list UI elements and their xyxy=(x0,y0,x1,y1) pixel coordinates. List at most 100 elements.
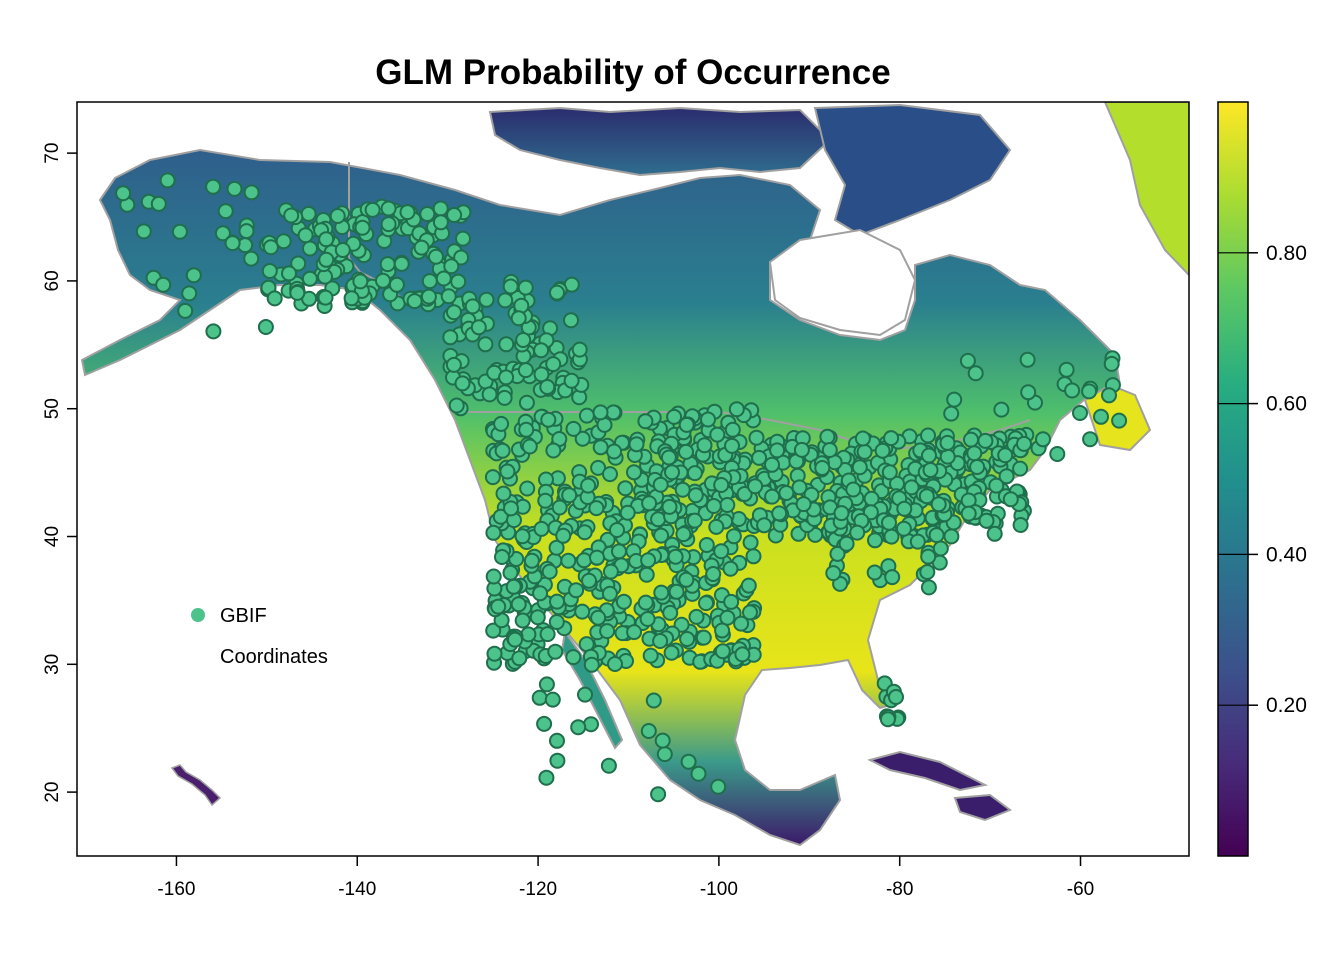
occurrence-point xyxy=(856,443,873,460)
occurrence-point xyxy=(728,401,745,418)
occurrence-point xyxy=(563,372,580,389)
occurrence-point xyxy=(615,593,632,610)
legend: GBIF Coordinates xyxy=(191,605,328,668)
occurrence-point xyxy=(352,273,369,290)
occurrence-point xyxy=(380,200,397,217)
occurrence-point xyxy=(642,647,659,664)
occurrence-point xyxy=(1081,383,1098,400)
occurrence-point xyxy=(224,235,241,252)
occurrence-point xyxy=(281,265,297,282)
occurrence-point xyxy=(884,569,901,586)
colorbar-ticks: 0.20 0.40 0.60 0.80 xyxy=(1218,242,1307,717)
occurrence-point xyxy=(617,480,634,497)
occurrence-point xyxy=(563,312,579,329)
occurrence-point xyxy=(551,499,568,516)
occurrence-point xyxy=(881,464,898,481)
occurrence-point xyxy=(660,449,677,466)
x-axis: -160 -140 -120 -100 -80 -60 xyxy=(157,856,1094,900)
occurrence-point xyxy=(959,352,976,369)
y-tick-label: 70 xyxy=(42,143,63,164)
x-tick-label: -100 xyxy=(700,879,738,900)
occurrence-point xyxy=(455,230,471,247)
x-tick-label: -120 xyxy=(519,879,557,900)
occurrence-point xyxy=(1058,361,1075,378)
colorbar-gradient xyxy=(1217,101,1249,857)
occurrence-point xyxy=(115,185,132,202)
occurrence-point xyxy=(589,549,605,566)
occurrence-point xyxy=(290,255,307,272)
occurrence-point xyxy=(943,405,960,422)
occurrence-point xyxy=(997,447,1014,464)
occurrence-point xyxy=(946,391,963,408)
occurrence-point xyxy=(375,272,391,289)
map-title: GLM Probability of Occurrence xyxy=(375,53,890,92)
occurrence-point xyxy=(481,386,498,403)
occurrence-point xyxy=(428,248,444,265)
occurrence-point xyxy=(602,563,619,580)
occurrence-point xyxy=(742,604,758,621)
occurrence-point xyxy=(545,356,562,373)
occurrence-point xyxy=(606,443,623,460)
occurrence-point xyxy=(740,577,757,594)
occurrence-point xyxy=(226,180,243,197)
occurrence-point xyxy=(1049,446,1066,462)
occurrence-point xyxy=(675,526,692,543)
occurrence-point xyxy=(838,535,855,552)
occurrence-point xyxy=(541,563,558,580)
occurrence-point xyxy=(986,525,1003,542)
occurrence-point xyxy=(666,408,683,425)
occurrence-point xyxy=(626,464,642,481)
occurrence-point xyxy=(1012,460,1029,477)
occurrence-point xyxy=(1101,387,1117,404)
legend-label-line2: Coordinates xyxy=(220,646,328,668)
arctic-islands-landmass xyxy=(488,106,832,177)
occurrence-point xyxy=(734,646,751,663)
occurrence-point xyxy=(1072,405,1088,421)
gbif-points xyxy=(115,172,1128,803)
occurrence-point xyxy=(713,543,730,560)
occurrence-point xyxy=(577,686,593,703)
occurrence-point xyxy=(334,242,351,258)
occurrence-point xyxy=(548,614,565,630)
occurrence-point xyxy=(498,336,515,353)
y-tick-label: 30 xyxy=(42,654,63,675)
occurrence-point xyxy=(700,411,716,428)
x-tick-label: -140 xyxy=(338,879,376,900)
occurrence-point xyxy=(155,276,172,293)
occurrence-point xyxy=(725,528,742,545)
occurrence-point xyxy=(641,495,658,512)
occurrence-point xyxy=(771,505,788,522)
occurrence-point xyxy=(920,579,937,596)
x-tick-label: -160 xyxy=(157,879,195,900)
occurrence-point xyxy=(845,481,862,498)
legend-label-line1: GBIF xyxy=(220,605,267,627)
occurrence-point xyxy=(599,623,616,640)
occurrence-point xyxy=(536,715,553,732)
occurrence-point xyxy=(450,273,467,290)
occurrence-point xyxy=(238,223,255,240)
occurrence-point xyxy=(833,505,850,522)
occurrence-point xyxy=(413,239,430,256)
occurrence-point xyxy=(652,633,669,649)
occurrence-point xyxy=(921,447,937,464)
occurrence-point xyxy=(960,505,977,522)
x-tick-label: -60 xyxy=(1067,879,1094,900)
occurrence-point xyxy=(895,520,912,537)
occurrence-point xyxy=(490,598,507,615)
occurrence-point xyxy=(532,585,549,602)
occurrence-point xyxy=(679,631,696,647)
occurrence-point xyxy=(521,438,538,455)
occurrence-point xyxy=(714,622,731,639)
occurrence-point xyxy=(1093,408,1109,425)
hispaniola-landmass xyxy=(953,793,1013,822)
occurrence-point xyxy=(494,549,510,565)
legend-marker xyxy=(191,608,205,622)
occurrence-point xyxy=(540,411,557,428)
occurrence-point xyxy=(514,528,531,545)
occurrence-point xyxy=(583,716,599,733)
occurrence-point xyxy=(496,389,513,406)
occurrence-point xyxy=(574,603,591,620)
occurrence-point xyxy=(724,421,741,438)
occurrence-point xyxy=(446,207,463,223)
